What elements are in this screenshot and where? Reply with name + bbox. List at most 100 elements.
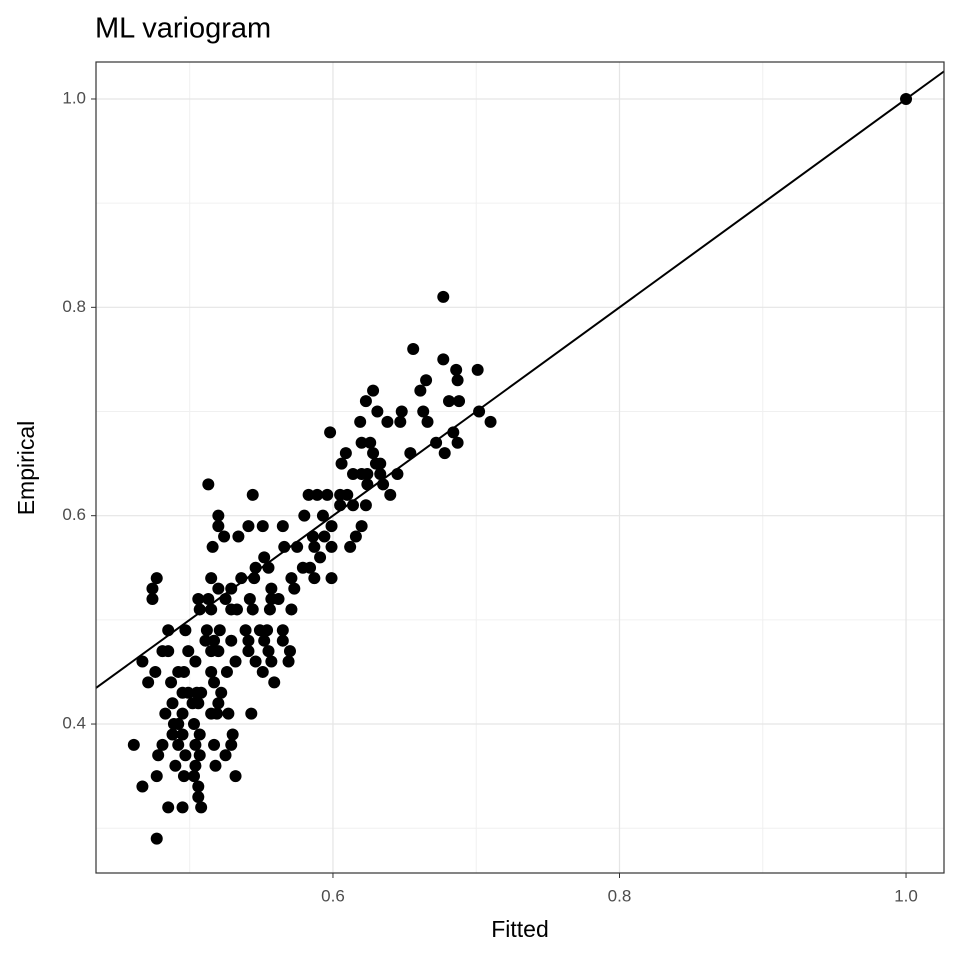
point — [308, 540, 321, 553]
point — [189, 738, 202, 751]
x-tick-label: 0.6 — [321, 886, 345, 905]
point — [276, 624, 289, 637]
point — [209, 759, 222, 772]
point — [395, 405, 408, 418]
point — [367, 384, 380, 397]
point — [374, 468, 387, 481]
point — [437, 290, 450, 303]
point — [222, 707, 235, 720]
point — [361, 468, 374, 481]
point — [381, 415, 394, 428]
point — [272, 593, 285, 606]
point — [245, 707, 258, 720]
point — [146, 593, 159, 606]
x-tick-label: 1.0 — [894, 886, 918, 905]
point — [206, 540, 219, 553]
point — [165, 676, 178, 689]
point — [182, 686, 195, 699]
point — [210, 707, 223, 720]
point — [471, 363, 484, 376]
y-axis-label: Empirical — [13, 421, 39, 516]
point — [149, 665, 162, 678]
point — [166, 728, 179, 741]
point — [249, 655, 262, 668]
point — [349, 530, 362, 543]
point — [159, 707, 172, 720]
point — [256, 665, 269, 678]
point — [304, 561, 317, 574]
point — [268, 676, 281, 689]
point — [212, 509, 225, 522]
point — [162, 645, 175, 658]
point — [150, 832, 163, 845]
point — [262, 645, 275, 658]
point — [394, 415, 407, 428]
point — [218, 530, 231, 543]
point — [285, 603, 298, 616]
point — [182, 645, 195, 658]
point — [258, 551, 271, 564]
point — [177, 770, 190, 783]
reference-line — [95, 70, 945, 689]
point — [420, 374, 433, 387]
point — [246, 488, 259, 501]
point — [371, 405, 384, 418]
point — [347, 468, 360, 481]
point — [242, 634, 255, 647]
point — [193, 728, 206, 741]
point — [437, 353, 450, 366]
point — [215, 686, 228, 699]
point — [195, 686, 208, 699]
point — [192, 697, 205, 710]
point — [150, 770, 163, 783]
point — [276, 520, 289, 533]
point — [202, 593, 215, 606]
point — [355, 520, 368, 533]
point — [169, 759, 182, 772]
point — [417, 405, 430, 418]
point — [451, 374, 464, 387]
y-tick-label: 0.8 — [62, 297, 86, 316]
point — [176, 707, 189, 720]
point — [314, 551, 327, 564]
point — [219, 749, 232, 762]
point — [212, 697, 225, 710]
point — [451, 436, 464, 449]
point — [354, 415, 367, 428]
point — [276, 634, 289, 647]
point — [324, 426, 337, 439]
point — [205, 572, 218, 585]
point — [179, 624, 192, 637]
point — [192, 593, 205, 606]
point — [453, 395, 466, 408]
y-tick-label: 1.0 — [62, 88, 86, 107]
point — [187, 718, 200, 731]
point — [208, 634, 221, 647]
point — [335, 457, 348, 470]
point — [162, 801, 175, 814]
point — [199, 634, 212, 647]
point — [443, 395, 456, 408]
point — [189, 655, 202, 668]
point — [344, 540, 357, 553]
point — [212, 520, 225, 533]
point — [308, 572, 321, 585]
point — [246, 603, 259, 616]
point — [316, 509, 329, 522]
point — [193, 749, 206, 762]
point — [200, 624, 213, 637]
point — [450, 363, 463, 376]
point — [421, 415, 434, 428]
point — [220, 665, 233, 678]
point — [212, 582, 225, 595]
point — [355, 436, 368, 449]
point — [367, 447, 380, 460]
point — [302, 488, 315, 501]
point — [282, 655, 295, 668]
point — [232, 530, 245, 543]
point — [152, 749, 165, 762]
point — [341, 488, 354, 501]
point — [230, 603, 243, 616]
point — [127, 738, 140, 751]
